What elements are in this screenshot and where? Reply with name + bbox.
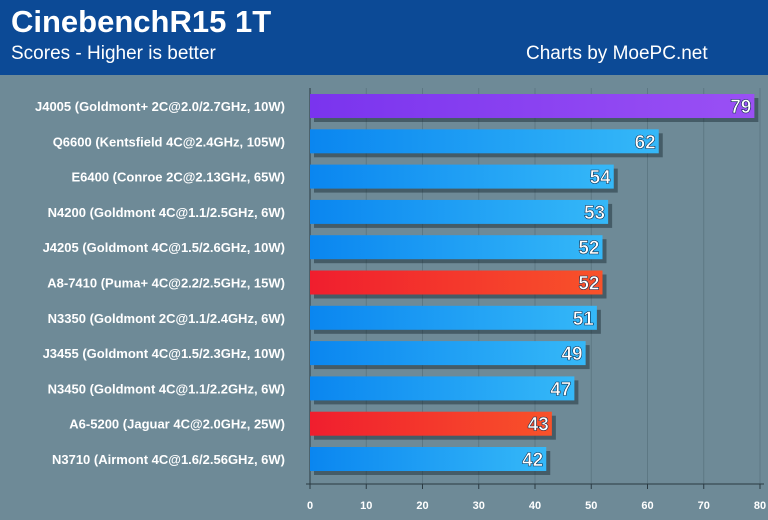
x-tick-label: 0 [307,500,313,512]
x-tick-labels: 0 10 20 30 40 50 60 70 80 [307,500,766,512]
category-label: N3450 (Goldmont 4C@1.1/2.2GHz, 6W) [48,381,285,396]
category-label: N3710 (Airmont 4C@1.6/2.56GHz, 6W) [52,452,285,467]
x-tick-label: 70 [698,500,710,512]
x-tick-label: 60 [641,500,653,512]
bar [310,305,597,330]
bar-value-label: 62 [635,132,656,153]
category-labels: J4005 (Goldmont+ 2C@2.0/2.7GHz, 10W) Q660… [35,99,285,467]
category-label: A6-5200 (Jaguar 4C@2.0GHz, 25W) [69,417,285,432]
category-label: J4205 (Goldmont 4C@1.5/2.6GHz, 10W) [43,240,285,255]
bar-value-label: 53 [584,203,605,224]
category-label: E6400 (Conroe 2C@2.13GHz, 65W) [71,170,285,185]
bar-value-label: 54 [590,168,612,189]
x-tick-label: 80 [754,500,766,512]
x-tick-label: 10 [360,500,372,512]
bar-value-label: 52 [578,274,599,295]
x-tick-label: 50 [585,500,597,512]
chart-subtitle: Scores - Higher is better [11,43,216,64]
bar [310,164,614,189]
bar-value-label: 51 [573,309,595,330]
bar [310,94,755,118]
x-tick-label: 40 [529,500,541,512]
category-label: J3455 (Goldmont 4C@1.5/2.3GHz, 10W) [43,346,285,361]
bar-value-label: 42 [522,450,543,471]
chart-header: CinebenchR15 1T Scores - Higher is bette… [0,0,768,75]
chart-title: CinebenchR15 1T [11,4,272,39]
bar [310,411,552,436]
bar-value-label: 47 [550,379,571,400]
bar [310,235,603,260]
x-tick-label: 30 [473,500,485,512]
bar [310,341,586,366]
category-label: N4200 (Goldmont 4C@1.1/2.5GHz, 6W) [48,205,285,220]
bar-value-label: 52 [578,238,599,259]
category-label: J4005 (Goldmont+ 2C@2.0/2.7GHz, 10W) [35,99,285,114]
chart-credit: Charts by MoePC.net [526,43,708,64]
category-label: N3350 (Goldmont 2C@1.1/2.4GHz, 6W) [48,311,285,326]
bar [310,376,575,401]
bar-value-label: 79 [730,97,751,118]
category-label: A8-7410 (Puma+ 4C@2.2/2.5GHz, 15W) [47,276,285,291]
bar [310,199,609,224]
category-label: Q6600 (Kentsfield 4C@2.4GHz, 105W) [53,134,285,149]
bar-value-label: 43 [528,415,549,436]
bar-value-label: 49 [561,344,582,365]
bar [310,129,659,154]
bar [310,447,547,471]
x-tick-label: 20 [416,500,428,512]
bar [310,270,603,295]
